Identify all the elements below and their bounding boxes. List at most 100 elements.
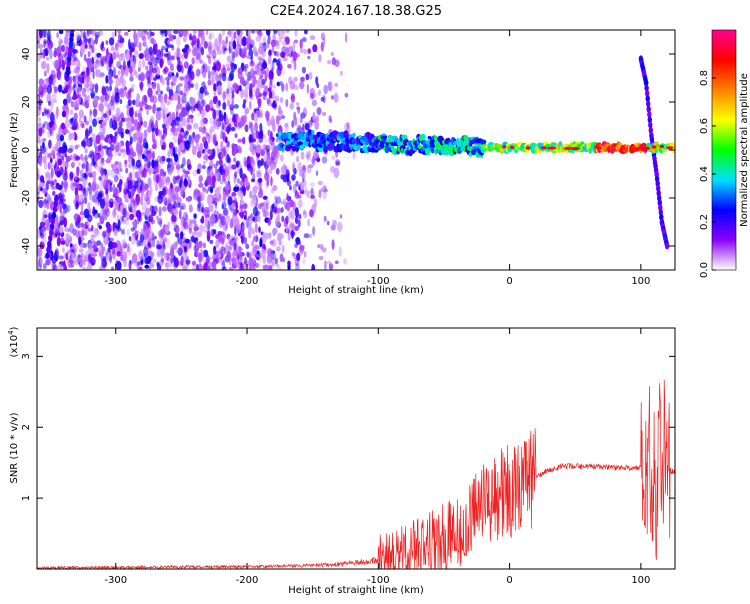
heatmap-noise-cell (209, 256, 213, 261)
heatmap-feature-cell (49, 229, 54, 237)
heatmap-noise-cell (301, 66, 306, 74)
heatmap-noise-cell (42, 263, 47, 270)
heatmap-noise-cell (300, 244, 305, 251)
heatmap-noise-cell (100, 167, 105, 176)
heatmap-noise-cell (294, 30, 298, 37)
heatmap-noise-cell (157, 249, 160, 258)
heatmap-noise-cell (137, 112, 142, 122)
heatmap-noise-cell (285, 99, 289, 108)
heatmap-noise-cell (223, 267, 228, 270)
heatmap-noise-cell (226, 93, 232, 103)
heatmap-noise-cell (276, 212, 281, 223)
heatmap-noise-cell (46, 200, 50, 210)
heatmap-noise-cell (75, 229, 80, 239)
heatmap-noise-cell (165, 262, 168, 267)
heatmap-noise-cell (183, 30, 189, 38)
heatmap-noise-cell (173, 93, 178, 101)
heatmap-noise-cell (231, 99, 234, 106)
heatmap-noise-cell (309, 35, 316, 41)
heatmap-noise-cell (154, 159, 159, 167)
heatmap-noise-cell (174, 257, 179, 268)
heatmap-noise-cell (282, 198, 287, 206)
heatmap-noise-cell (251, 112, 255, 121)
heatmap-noise-cell (196, 203, 201, 212)
heatmap-noise-cell (270, 204, 275, 213)
heatmap-noise-cell (252, 235, 259, 243)
heatmap-noise-cell (96, 240, 102, 246)
heatmap-noise-cell (222, 64, 226, 76)
heatmap-noise-cell (216, 50, 222, 55)
heatmap-noise-cell (41, 60, 47, 70)
heatmap-noise-cell (209, 214, 216, 225)
heatmap-noise-cell (151, 233, 155, 241)
heatmap-noise-cell (221, 40, 226, 45)
heatmap-noise-cell (143, 156, 148, 163)
heatmap-noise-cell (222, 163, 227, 168)
heatmap-noise-cell (151, 159, 155, 169)
heatmap-noise-cell (86, 139, 93, 146)
heatmap-noise-cell (95, 190, 100, 200)
heatmap-noise-cell (55, 109, 59, 120)
heatmap-noise-cell (136, 261, 141, 266)
heatmap-noise-cell (224, 180, 228, 185)
heatmap-noise-cell (212, 52, 218, 57)
heatmap-noise-cell (280, 51, 286, 58)
heatmap-noise-cell (63, 183, 68, 193)
heatmap-noise-cell (352, 151, 356, 160)
heatmap-noise-cell (210, 105, 215, 111)
snr-x-axis-label: Height of straight line (km) (288, 585, 424, 596)
heatmap-noise-cell (255, 214, 261, 223)
heatmap-noise-cell (166, 100, 171, 106)
heatmap-noise-cell (142, 248, 148, 253)
heatmap-noise-cell (129, 213, 135, 220)
heatmap-noise-cell (53, 250, 59, 262)
heatmap-noise-cell (136, 43, 141, 48)
heatmap-noise-cell (333, 219, 337, 227)
heatmap-noise-cell (128, 163, 132, 169)
heatmap-noise-cell (271, 46, 275, 54)
heatmap-peak-cell (596, 146, 602, 150)
heatmap-noise-cell (239, 76, 245, 85)
heatmap-noise-cell (111, 242, 118, 249)
heatmap-noise-cell (183, 36, 187, 43)
heatmap-noise-cell (203, 142, 208, 147)
heatmap-noise-cell (306, 153, 309, 159)
heatmap-noise-cell (220, 215, 226, 226)
heatmap-noise-cell (147, 75, 151, 84)
heatmap-noise-cell (65, 155, 71, 163)
heatmap-noise-cell (344, 122, 349, 132)
heatmap-ridge-cell (352, 132, 356, 138)
heatmap-noise-cell (184, 130, 188, 140)
heatmap-noise-cell (226, 154, 230, 163)
heatmap-noise-cell (236, 50, 240, 57)
heatmap-noise-cell (43, 38, 46, 48)
heatmap-noise-cell (230, 126, 236, 132)
heatmap-noise-cell (243, 215, 247, 220)
heatmap-noise-cell (79, 30, 83, 33)
heatmap-noise-cell (92, 171, 97, 178)
heatmap-noise-cell (86, 75, 91, 84)
heatmap-noise-cell (37, 247, 43, 258)
heatmap-noise-cell (255, 87, 260, 97)
heatmap-noise-cell (54, 167, 59, 172)
heatmap-noise-cell (113, 228, 118, 237)
heatmap-noise-cell (208, 55, 212, 65)
heatmap-noise-cell (304, 186, 307, 196)
heatmap-noise-cell (90, 234, 97, 239)
heatmap-noise-cell (212, 229, 217, 235)
heatmap-noise-cell (208, 70, 211, 81)
heatmap-noise-cell (214, 253, 218, 260)
heatmap-noise-cell (143, 193, 149, 203)
heatmap-noise-cell (245, 55, 251, 59)
heatmap-noise-cell (306, 83, 310, 94)
heatmap-noise-cell (130, 227, 136, 232)
heatmap-noise-cell (245, 94, 249, 103)
heatmap-noise-cell (173, 161, 179, 166)
heatmap-noise-cell (167, 115, 173, 125)
heatmap-noise-cell (101, 213, 107, 218)
heatmap-noise-cell (216, 185, 222, 191)
heatmap-noise-cell (237, 255, 243, 265)
heatmap-noise-cell (321, 247, 327, 253)
heatmap-noise-cell (151, 237, 156, 248)
heatmap-noise-cell (40, 257, 43, 266)
